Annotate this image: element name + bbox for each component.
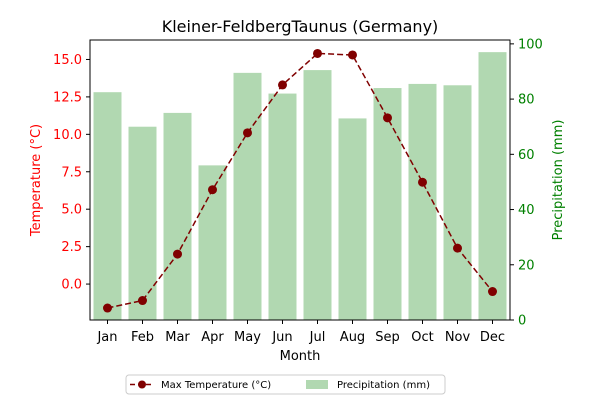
right-tick-label: 60 <box>518 148 535 163</box>
left-axis-label: Temperature (°C) <box>29 124 44 237</box>
temperature-point-dec <box>488 287 497 297</box>
x-tick-label-dec: Dec <box>480 330 505 345</box>
plot-area-frame <box>89 39 511 321</box>
left-tick-label: 0.0 <box>61 278 82 293</box>
legend-temperature-label: Max Temperature (°C) <box>161 380 271 391</box>
precipitation-bar-sep <box>373 88 402 321</box>
x-tick-label-jun: Jun <box>271 330 292 345</box>
x-axis-label: Month <box>280 349 321 364</box>
legend-box <box>125 374 446 395</box>
x-tick-label-nov: Nov <box>445 330 471 345</box>
legend-line-marker <box>138 380 146 389</box>
legend: Max Temperature (°C) Precipitation (mm) <box>125 374 446 395</box>
chart-title: Kleiner-FeldbergTaunus (Germany) <box>162 17 439 36</box>
left-tick-label: 7.5 <box>61 165 82 180</box>
left-tick-label: 12.5 <box>53 90 82 105</box>
temperature-line-path <box>107 52 494 309</box>
left-axis: 0.0 2.5 5.0 7.5 10.0 12.5 15.0 <box>53 53 90 293</box>
right-axis-label: Precipitation (mm) <box>551 120 566 241</box>
precipitation-bar-nov <box>443 85 472 320</box>
temperature-point-sep <box>383 113 392 123</box>
precipitation-bar-jul <box>303 70 332 320</box>
temperature-point-jan <box>103 303 112 313</box>
temperature-point-jun <box>278 80 287 90</box>
temperature-point-apr <box>208 185 217 195</box>
precipitation-bar-may <box>233 72 262 321</box>
left-tick-label: 15.0 <box>53 53 82 68</box>
temperature-point-nov <box>453 243 462 253</box>
left-tick-label: 5.0 <box>61 203 82 218</box>
right-tick-label: 100 <box>518 37 543 52</box>
temperature-line <box>103 48 497 313</box>
precipitation-bar-jun <box>268 93 297 320</box>
precipitation-bars <box>93 52 507 321</box>
right-axis: 0 20 40 60 80 100 <box>510 37 543 329</box>
legend-precipitation-label: Precipitation (mm) <box>337 380 430 391</box>
precipitation-bar-aug <box>338 118 367 320</box>
right-tick-label: 80 <box>518 93 535 108</box>
precipitation-bar-dec <box>478 52 507 320</box>
x-tick-label-mar: Mar <box>165 330 190 345</box>
precipitation-bar-oct <box>408 83 437 320</box>
right-tick-label: 40 <box>518 203 535 218</box>
x-tick-label-feb: Feb <box>131 330 154 345</box>
precipitation-bar-jan <box>93 92 122 320</box>
temperature-point-jul <box>313 48 322 58</box>
x-tick-label-oct: Oct <box>411 330 433 345</box>
x-axis: Jan Feb Mar Apr May Jun Jul Aug Sep Oct Nov Dec <box>96 320 505 345</box>
precipitation-bar-feb <box>128 126 157 320</box>
x-tick-label-apr: Apr <box>201 330 224 345</box>
x-tick-label-may: May <box>234 330 261 345</box>
left-tick-label: 2.5 <box>61 240 82 255</box>
temperature-point-feb <box>138 296 147 306</box>
temperature-point-mar <box>173 249 182 259</box>
right-tick-label: 0 <box>518 314 526 329</box>
left-tick-label: 10.0 <box>53 128 82 143</box>
temperature-point-oct <box>418 177 427 187</box>
x-tick-label-sep: Sep <box>375 330 400 345</box>
legend-bar-swatch <box>306 380 328 389</box>
x-tick-label-aug: Aug <box>340 330 365 345</box>
x-tick-label-jan: Jan <box>96 330 117 345</box>
right-tick-label: 20 <box>518 258 535 273</box>
precipitation-bar-mar <box>163 112 192 320</box>
temperature-point-may <box>243 128 252 138</box>
temperature-point-aug <box>348 50 357 60</box>
x-tick-label-jul: Jul <box>309 330 326 345</box>
